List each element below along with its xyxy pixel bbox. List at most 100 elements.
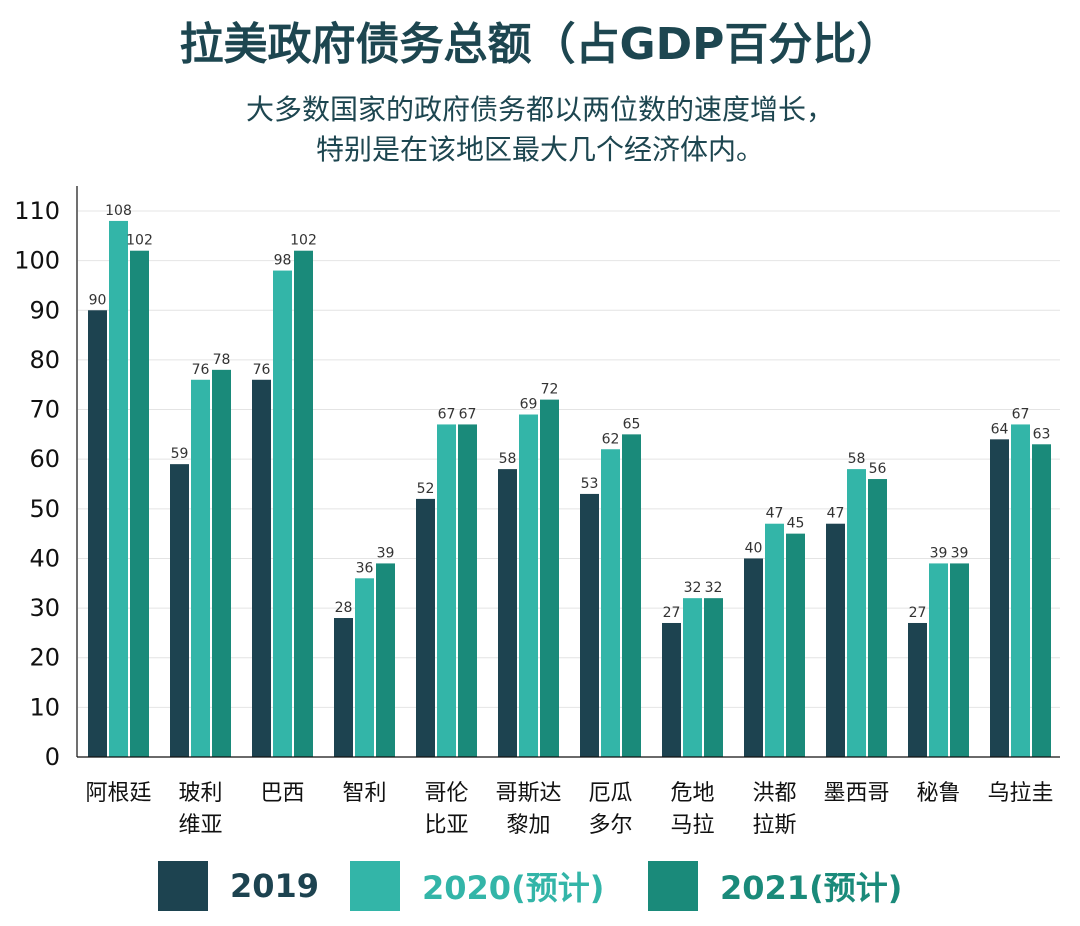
bar-2020(预计)-2	[273, 270, 292, 757]
data-label: 67	[459, 406, 477, 422]
bar-2020(预计)-10	[929, 563, 948, 757]
bar-2021(预计)-0	[130, 250, 149, 757]
data-label: 102	[126, 233, 153, 249]
data-label: 28	[335, 600, 353, 616]
bar-2020(预计)-9	[847, 469, 866, 757]
y-tick-label: 20	[29, 644, 60, 672]
bar-2021(预计)-10	[950, 563, 969, 757]
y-tick-label: 10	[29, 693, 60, 721]
y-tick-label: 0	[45, 743, 60, 771]
data-label: 39	[951, 545, 969, 561]
data-label: 36	[356, 560, 374, 576]
data-label: 90	[89, 292, 107, 308]
y-tick-label: 80	[29, 346, 60, 374]
bar-2021(预计)-3	[376, 563, 395, 757]
data-label: 69	[520, 397, 538, 413]
chart-subtitle-line-2: 特别是在该地区最大几个经济体内。	[315, 133, 764, 166]
data-label: 56	[869, 461, 887, 477]
bar-2020(预计)-5	[519, 414, 538, 757]
legend-item-2020: 2020(预计)	[350, 860, 604, 912]
legend-swatch-2021	[648, 861, 698, 911]
y-tick-label: 50	[29, 495, 60, 523]
bar-2021(预计)-1	[212, 369, 231, 757]
data-label: 78	[213, 352, 231, 368]
x-tick-label: 墨西哥	[823, 781, 889, 806]
x-tick-label: 危地	[670, 781, 714, 806]
data-label: 76	[192, 362, 210, 378]
bar-2019-0	[88, 310, 107, 757]
data-label: 67	[438, 406, 456, 422]
data-label: 67	[1012, 406, 1030, 422]
data-label: 47	[827, 506, 845, 522]
bar-2021(预计)-8	[786, 533, 805, 757]
data-label: 76	[253, 362, 271, 378]
y-tick-label: 60	[29, 445, 60, 473]
data-label: 72	[541, 382, 559, 398]
bar-2019-7	[662, 622, 681, 757]
bar-2020(预计)-4	[437, 424, 456, 757]
bar-2020(预计)-6	[601, 449, 620, 757]
y-tick-label: 100	[14, 247, 60, 275]
y-tick-label: 40	[29, 544, 60, 572]
y-tick-label: 110	[14, 197, 60, 225]
x-tick-label: 阿根廷	[85, 781, 151, 806]
data-label: 27	[663, 605, 681, 621]
legend-swatch-2019	[158, 861, 208, 911]
bar-2021(预计)-11	[1032, 444, 1051, 757]
x-tick-label: 维亚	[178, 813, 222, 838]
data-label: 39	[930, 545, 948, 561]
data-label: 62	[602, 431, 620, 447]
x-tick-label: 多尔	[588, 813, 632, 838]
x-tick-label: 比亚	[424, 813, 468, 838]
legend-item-2021: 2021(预计)	[648, 860, 902, 912]
data-label: 63	[1033, 426, 1051, 442]
x-tick-label: 哥斯达	[495, 781, 561, 806]
data-label: 47	[766, 506, 784, 522]
bar-2019-9	[826, 523, 845, 757]
x-tick-label: 拉斯	[752, 813, 796, 838]
chart-title: 拉美政府债务总额（占GDP百分比）	[179, 19, 901, 70]
bar-2020(预计)-3	[355, 578, 374, 757]
chart-legend: 2019 2020(预计) 2021(预计)	[0, 860, 1080, 916]
x-tick-label: 黎加	[506, 813, 550, 838]
y-tick-label: 90	[29, 296, 60, 324]
x-tick-label: 马拉	[670, 813, 714, 838]
bar-2020(预计)-11	[1011, 424, 1030, 757]
legend-label-2020: 2020(预计)	[422, 869, 605, 907]
data-label: 65	[623, 416, 641, 432]
legend-swatch-2020	[350, 861, 400, 911]
bar-2021(预计)-4	[458, 424, 477, 757]
bar-2019-10	[908, 622, 927, 757]
data-label: 98	[274, 253, 292, 269]
bar-2019-6	[580, 493, 599, 757]
bar-2021(预计)-7	[704, 598, 723, 757]
data-label: 32	[684, 580, 702, 596]
bar-2019-2	[252, 379, 271, 757]
bar-2021(预计)-2	[294, 250, 313, 757]
bar-2019-3	[334, 618, 353, 757]
bar-2021(预计)-6	[622, 434, 641, 757]
data-label: 27	[909, 605, 927, 621]
data-label: 108	[105, 203, 132, 219]
legend-label-2021: 2021(预计)	[720, 869, 903, 907]
data-label: 52	[417, 481, 435, 497]
x-tick-label: 玻利	[178, 781, 222, 806]
x-tick-label: 巴西	[260, 781, 304, 806]
data-label: 40	[745, 540, 763, 556]
bar-2020(预计)-0	[109, 220, 128, 758]
x-tick-label: 哥伦	[424, 781, 468, 806]
x-tick-label: 智利	[342, 781, 386, 806]
bar-2019-11	[990, 439, 1009, 757]
data-label: 59	[171, 446, 189, 462]
legend-item-2019: 2019	[158, 860, 319, 912]
data-label: 58	[848, 451, 866, 467]
data-label: 102	[290, 233, 317, 249]
data-label: 45	[787, 516, 805, 532]
bar-2021(预计)-9	[868, 479, 887, 757]
bar-2020(预计)-1	[191, 379, 210, 757]
legend-label-2019: 2019	[230, 867, 320, 905]
data-label: 58	[499, 451, 517, 467]
bar-2020(预计)-7	[683, 598, 702, 757]
bar-2019-4	[416, 498, 435, 757]
bar-2019-1	[170, 464, 189, 757]
